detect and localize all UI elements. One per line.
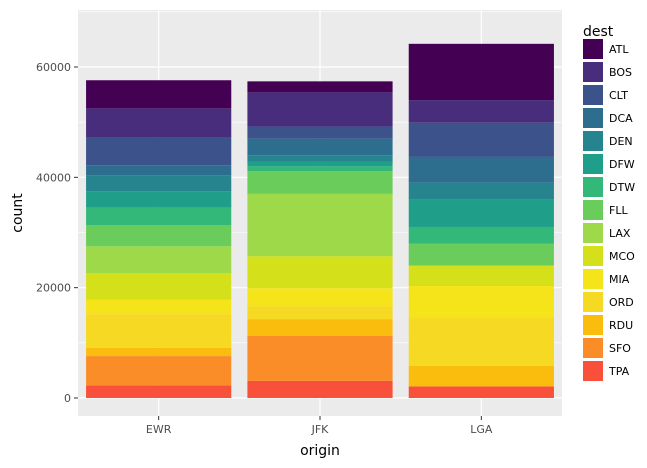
bar-segment-ewr-dfw (86, 191, 232, 208)
bar-segment-ewr-clt (86, 137, 232, 166)
y-tick-label: 20000 (36, 282, 71, 295)
bar-segment-ewr-bos (86, 108, 232, 138)
bars-group (86, 43, 554, 398)
y-axis: 0 20000 40000 60000 (36, 61, 78, 405)
legend-label-bos: BOS (609, 66, 632, 79)
legend-key-sfo (583, 338, 603, 358)
legend-key-den (583, 131, 603, 151)
bar-segment-jfk-bos (247, 92, 393, 127)
bar-segment-lga-mia (408, 286, 554, 318)
bar-segment-lga-atl (408, 43, 554, 101)
bar-segment-ewr-ord (86, 314, 232, 348)
legend-label-sfo: SFO (609, 342, 631, 355)
legend-label-rdu: RDU (609, 319, 633, 332)
bar-segment-lga-mco (408, 265, 554, 287)
x-axis-title: origin (300, 443, 340, 459)
bar-segment-lga-clt (408, 122, 554, 157)
legend-label-tpa: TPA (608, 365, 630, 378)
bar-segment-ewr-dtw (86, 207, 232, 226)
legend-label-atl: ATL (609, 43, 629, 56)
bar-segment-lga-fll (408, 243, 554, 266)
bar-segment-jfk-sfo (247, 335, 393, 381)
bar-segment-ewr-rdu (86, 347, 232, 357)
legend-key-ord (583, 292, 603, 312)
bar-segment-ewr-mco (86, 273, 232, 300)
legend-key-dca (583, 108, 603, 128)
legend-label-mia: MIA (609, 273, 630, 286)
x-tick-label: LGA (470, 423, 493, 436)
bar-segment-lga-rdu (408, 366, 554, 387)
bar-segment-ewr-den (86, 175, 232, 192)
legend-key-dtw (583, 177, 603, 197)
bar-segment-jfk-rdu (247, 319, 393, 336)
legend-label-fll: FLL (609, 204, 628, 217)
bar-segment-ewr-fll (86, 225, 232, 247)
bar-segment-jfk-dca (247, 138, 393, 156)
bar-segment-jfk-atl (247, 81, 393, 93)
x-tick-label: JFK (311, 423, 330, 436)
bar-segment-ewr-dca (86, 165, 232, 176)
bar-segment-jfk-dfw (247, 161, 393, 167)
legend-key-tpa (583, 361, 603, 381)
bar-segment-jfk-clt (247, 126, 393, 139)
bar-segment-ewr-tpa (86, 385, 232, 398)
legend-key-rdu (583, 315, 603, 335)
y-tick-label: 40000 (36, 171, 71, 184)
bar-segment-lga-dfw (408, 199, 554, 227)
y-tick-label: 0 (64, 392, 71, 405)
legend-key-atl (583, 39, 603, 59)
bar-segment-jfk-ord (247, 306, 393, 320)
legend-title: dest (583, 24, 614, 40)
legend-key-mia (583, 269, 603, 289)
bar-segment-ewr-sfo (86, 356, 232, 386)
bar-segment-jfk-den (247, 155, 393, 162)
legend-key-fll (583, 200, 603, 220)
bar-segment-jfk-fll (247, 171, 393, 194)
x-axis: EWR JFK LGA (146, 416, 493, 436)
bar-segment-ewr-atl (86, 80, 232, 109)
bar-segment-jfk-tpa (247, 380, 393, 398)
bar-segment-lga-ord (408, 317, 554, 367)
legend-key-mco (583, 246, 603, 266)
bar-segment-lga-dca (408, 156, 554, 183)
bar-segment-ewr-lax (86, 246, 232, 274)
bar-segment-jfk-lax (247, 193, 393, 257)
legend-label-dca: DCA (609, 112, 633, 125)
y-tick-label: 60000 (36, 61, 71, 74)
legend-label-ord: ORD (609, 296, 634, 309)
bar-segment-lga-dtw (408, 226, 554, 244)
bar-segment-jfk-mco (247, 256, 393, 289)
legend-label-dtw: DTW (609, 181, 635, 194)
bar-segment-jfk-dtw (247, 166, 393, 172)
bar-segment-lga-tpa (408, 386, 554, 398)
legend-label-den: DEN (609, 135, 633, 148)
bar-segment-lga-bos (408, 100, 554, 123)
legend-key-dfw (583, 154, 603, 174)
x-tick-label: EWR (146, 423, 172, 436)
bar-segment-jfk-mia (247, 288, 393, 307)
legend: dest ATL BOS CLT DCA DEN DFW DTW FLL LAX MCO MIA OR… (583, 24, 635, 381)
legend-label-clt: CLT (609, 89, 628, 102)
legend-label-mco: MCO (609, 250, 635, 263)
legend-label-dfw: DFW (609, 158, 635, 171)
legend-key-clt (583, 85, 603, 105)
y-axis-title: count (10, 193, 26, 233)
bar-segment-ewr-mia (86, 299, 232, 315)
bar-segment-lga-den (408, 182, 554, 200)
legend-label-lax: LAX (609, 227, 631, 240)
legend-key-lax (583, 223, 603, 243)
legend-key-bos (583, 62, 603, 82)
